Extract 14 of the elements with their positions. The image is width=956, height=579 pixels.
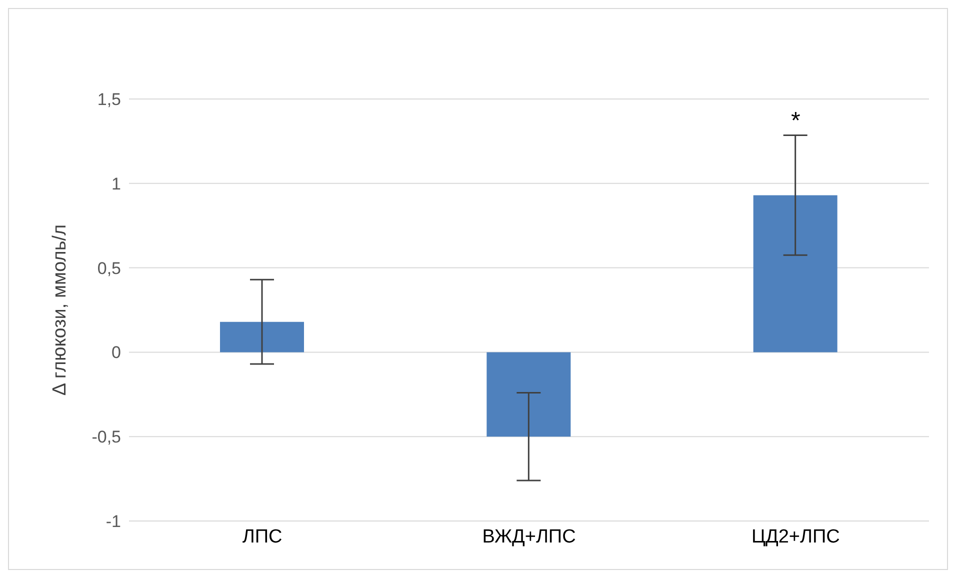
x-tick-label: ЦД2+ЛПС bbox=[751, 526, 840, 548]
y-tick-label: -1 bbox=[106, 512, 121, 532]
y-tick-label: 0 bbox=[112, 343, 121, 362]
bar bbox=[220, 322, 304, 352]
annotation: * bbox=[790, 108, 800, 135]
x-tick-label: ЛПС bbox=[242, 526, 282, 548]
y-axis-title: Δ глюкози, ммоль/л bbox=[50, 224, 71, 396]
y-tick-label: -0,5 bbox=[92, 428, 121, 447]
bar bbox=[753, 195, 838, 352]
y-tick-label: 1,5 bbox=[97, 90, 121, 110]
y-tick-label: 1 bbox=[112, 174, 121, 194]
y-tick-label: 0,5 bbox=[97, 258, 121, 278]
bar bbox=[486, 352, 571, 437]
x-tick-label: ВЖД+ЛПС bbox=[482, 526, 576, 548]
